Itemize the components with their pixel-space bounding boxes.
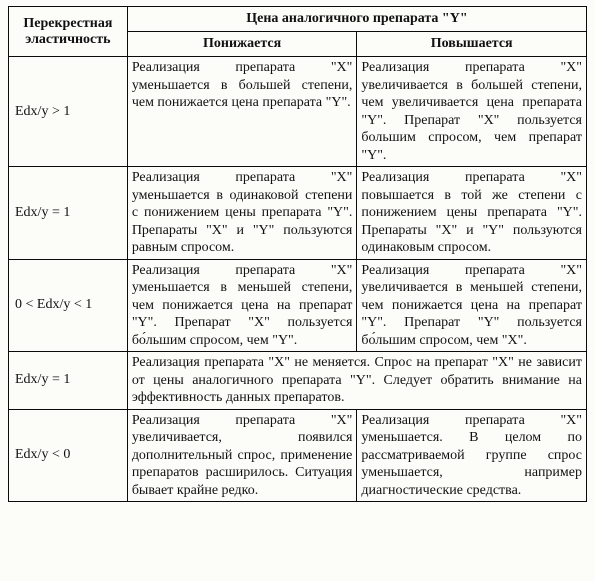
cell-decrease: Реализация препарата "X" уменьшается в м… — [127, 259, 357, 352]
table-row: Edx/y < 0 Реализация препарата "X" увели… — [9, 409, 587, 502]
row-label: Edx/y > 1 — [9, 57, 128, 167]
header-elasticity: Перекрестная эластичность — [9, 7, 128, 57]
header-decrease: Понижается — [127, 32, 357, 57]
row-label: Edx/y = 1 — [9, 167, 128, 260]
row-label: Edx/y < 0 — [9, 409, 128, 502]
row-label: 0 < Edx/y < 1 — [9, 259, 128, 352]
table-row: Edx/y = 1 Реализация препарата "X" не ме… — [9, 352, 587, 410]
cell-merged: Реализация препарата "X" не меняется. Сп… — [127, 352, 586, 410]
table-row: 0 < Edx/y < 1 Реализация препарата "X" у… — [9, 259, 587, 352]
cell-increase: Реализация препарата "X" уменьшается. В … — [357, 409, 587, 502]
cell-decrease: Реализация препарата "X" увеличивается, … — [127, 409, 357, 502]
table-row: Edx/y = 1 Реализация препарата "X" умень… — [9, 167, 587, 260]
elasticity-table: Перекрестная эластичность Цена аналогичн… — [8, 6, 587, 502]
cell-decrease: Реализация препарата "X" уменьшается в о… — [127, 167, 357, 260]
header-increase: Повышается — [357, 32, 587, 57]
cell-increase: Реализация препарата "X" повышается в то… — [357, 167, 587, 260]
cell-decrease: Реализация препарата "X" уменьшается в б… — [127, 57, 357, 167]
row-label: Edx/y = 1 — [9, 352, 128, 410]
header-price: Цена аналогичного препарата "Y" — [127, 7, 586, 32]
cell-increase: Реализация препарата "X" увеличивается в… — [357, 57, 587, 167]
header-row-1: Перекрестная эластичность Цена аналогичн… — [9, 7, 587, 32]
page-sheet: Перекрестная эластичность Цена аналогичн… — [0, 0, 595, 581]
cell-increase: Реализация препарата "X" увеличивается в… — [357, 259, 587, 352]
table-row: Edx/y > 1 Реализация препарата "X" умень… — [9, 57, 587, 167]
